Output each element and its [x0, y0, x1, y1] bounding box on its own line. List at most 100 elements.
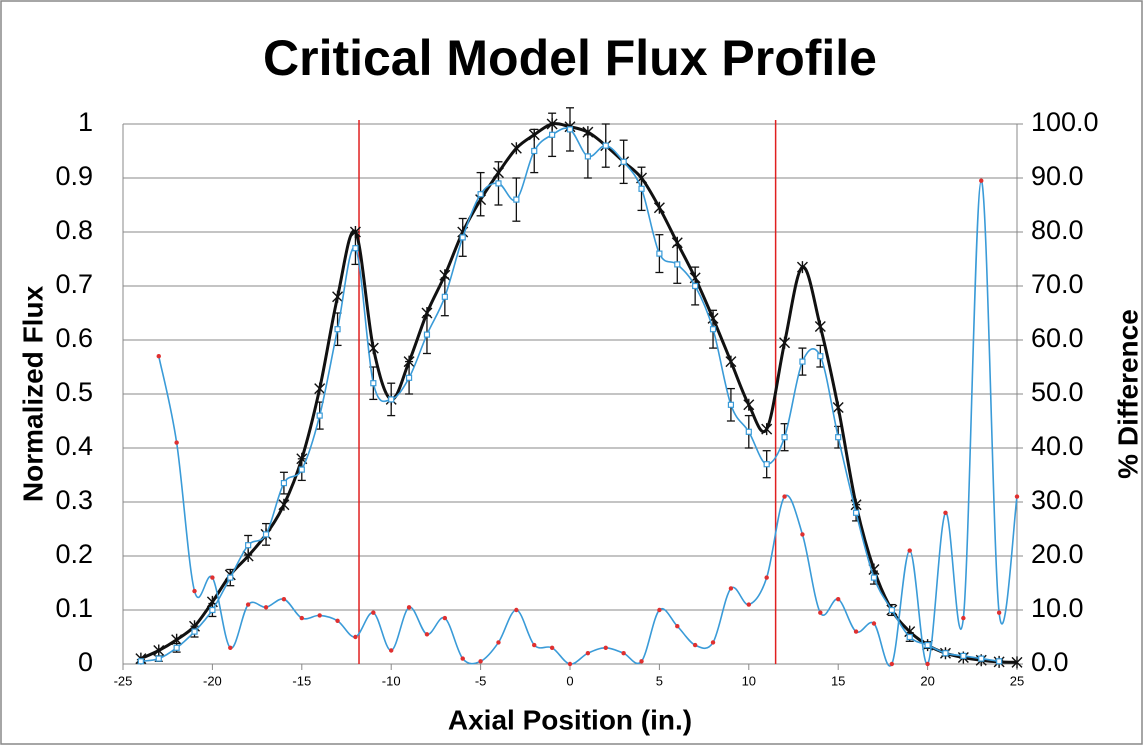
- marker: [514, 607, 519, 613]
- marker: [209, 606, 216, 614]
- marker: [832, 401, 844, 414]
- y-tick-label: 0.4: [55, 431, 93, 461]
- marker: [889, 661, 895, 667]
- marker: [227, 574, 234, 581]
- x-tick-label: 15: [831, 673, 845, 688]
- marker: [800, 532, 805, 537]
- marker: [657, 607, 662, 613]
- marker: [836, 597, 841, 602]
- y-tick-label: 0.1: [55, 593, 93, 623]
- y-tick-label: 0.7: [55, 269, 93, 299]
- marker: [263, 605, 269, 610]
- marker: [818, 610, 823, 615]
- marker: [639, 659, 644, 664]
- marker: [835, 434, 842, 441]
- marker: [814, 320, 826, 333]
- marker: [174, 440, 179, 445]
- marker: [943, 510, 948, 515]
- y2-tick-label: 10.0: [1031, 593, 1084, 623]
- marker: [728, 586, 734, 591]
- marker: [1011, 656, 1023, 669]
- x-tick-label: -25: [114, 673, 133, 688]
- y2-tick-label: 60.0: [1031, 323, 1084, 353]
- y2-axis-label: % Difference: [1112, 309, 1143, 479]
- marker: [442, 615, 448, 621]
- marker: [245, 602, 251, 607]
- marker: [942, 650, 949, 657]
- marker: [796, 261, 808, 274]
- marker: [155, 655, 162, 662]
- y2-tick-label: 50.0: [1031, 377, 1084, 407]
- marker: [692, 642, 698, 648]
- marker: [549, 645, 555, 650]
- marker: [335, 618, 340, 623]
- marker: [924, 641, 931, 649]
- y2-tick-label: 40.0: [1031, 431, 1084, 461]
- marker: [314, 382, 326, 395]
- marker: [585, 651, 591, 656]
- marker: [871, 621, 877, 626]
- marker: [478, 659, 483, 664]
- marker: [549, 131, 556, 138]
- marker: [510, 142, 522, 155]
- marker: [388, 396, 395, 403]
- marker: [299, 615, 304, 621]
- y2-tick-label: 90.0: [1031, 161, 1084, 191]
- marker: [674, 261, 681, 268]
- x-tick-label: 10: [742, 673, 756, 688]
- marker: [978, 655, 985, 662]
- marker: [1014, 494, 1020, 499]
- marker: [584, 153, 591, 160]
- marker: [852, 509, 860, 516]
- marker: [621, 651, 626, 656]
- marker: [278, 498, 290, 511]
- x-tick-label: -20: [203, 673, 222, 688]
- marker: [317, 613, 322, 618]
- marker: [743, 398, 755, 411]
- marker: [532, 642, 537, 648]
- marker: [979, 178, 984, 183]
- marker: [996, 610, 1002, 615]
- y2-tick-label: 0.0: [1031, 647, 1069, 677]
- y-tick-label: 0.9: [55, 161, 93, 191]
- marker: [781, 434, 788, 441]
- marker: [316, 412, 323, 419]
- marker: [870, 574, 878, 581]
- marker: [961, 615, 966, 621]
- y-tick-label: 0.2: [55, 539, 93, 569]
- y-tick-label: 0.5: [55, 377, 93, 407]
- marker: [782, 494, 787, 499]
- marker: [153, 644, 165, 657]
- marker: [137, 658, 144, 665]
- marker: [424, 632, 430, 637]
- y-tick-label: 0.8: [55, 215, 93, 245]
- marker: [367, 342, 379, 355]
- series-line: [157, 179, 1018, 667]
- marker: [281, 597, 287, 602]
- marker: [371, 610, 376, 615]
- marker: [925, 661, 930, 667]
- marker: [761, 423, 773, 436]
- marker: [496, 640, 501, 645]
- marker: [853, 629, 859, 634]
- marker: [692, 282, 699, 290]
- marker: [353, 634, 358, 640]
- y2-tick-label: 30.0: [1031, 485, 1084, 515]
- marker: [495, 180, 502, 187]
- marker: [727, 401, 735, 408]
- marker: [817, 353, 824, 360]
- marker: [710, 640, 716, 645]
- marker: [228, 645, 233, 650]
- marker: [192, 588, 197, 594]
- marker: [405, 374, 413, 381]
- marker: [746, 602, 751, 607]
- marker: [245, 542, 252, 549]
- marker: [620, 158, 627, 165]
- x-tick-label: -15: [292, 673, 311, 688]
- marker: [906, 633, 913, 641]
- y-tick-label: 0: [78, 647, 93, 677]
- marker: [513, 196, 520, 203]
- y-tick-label: 0.3: [55, 485, 93, 515]
